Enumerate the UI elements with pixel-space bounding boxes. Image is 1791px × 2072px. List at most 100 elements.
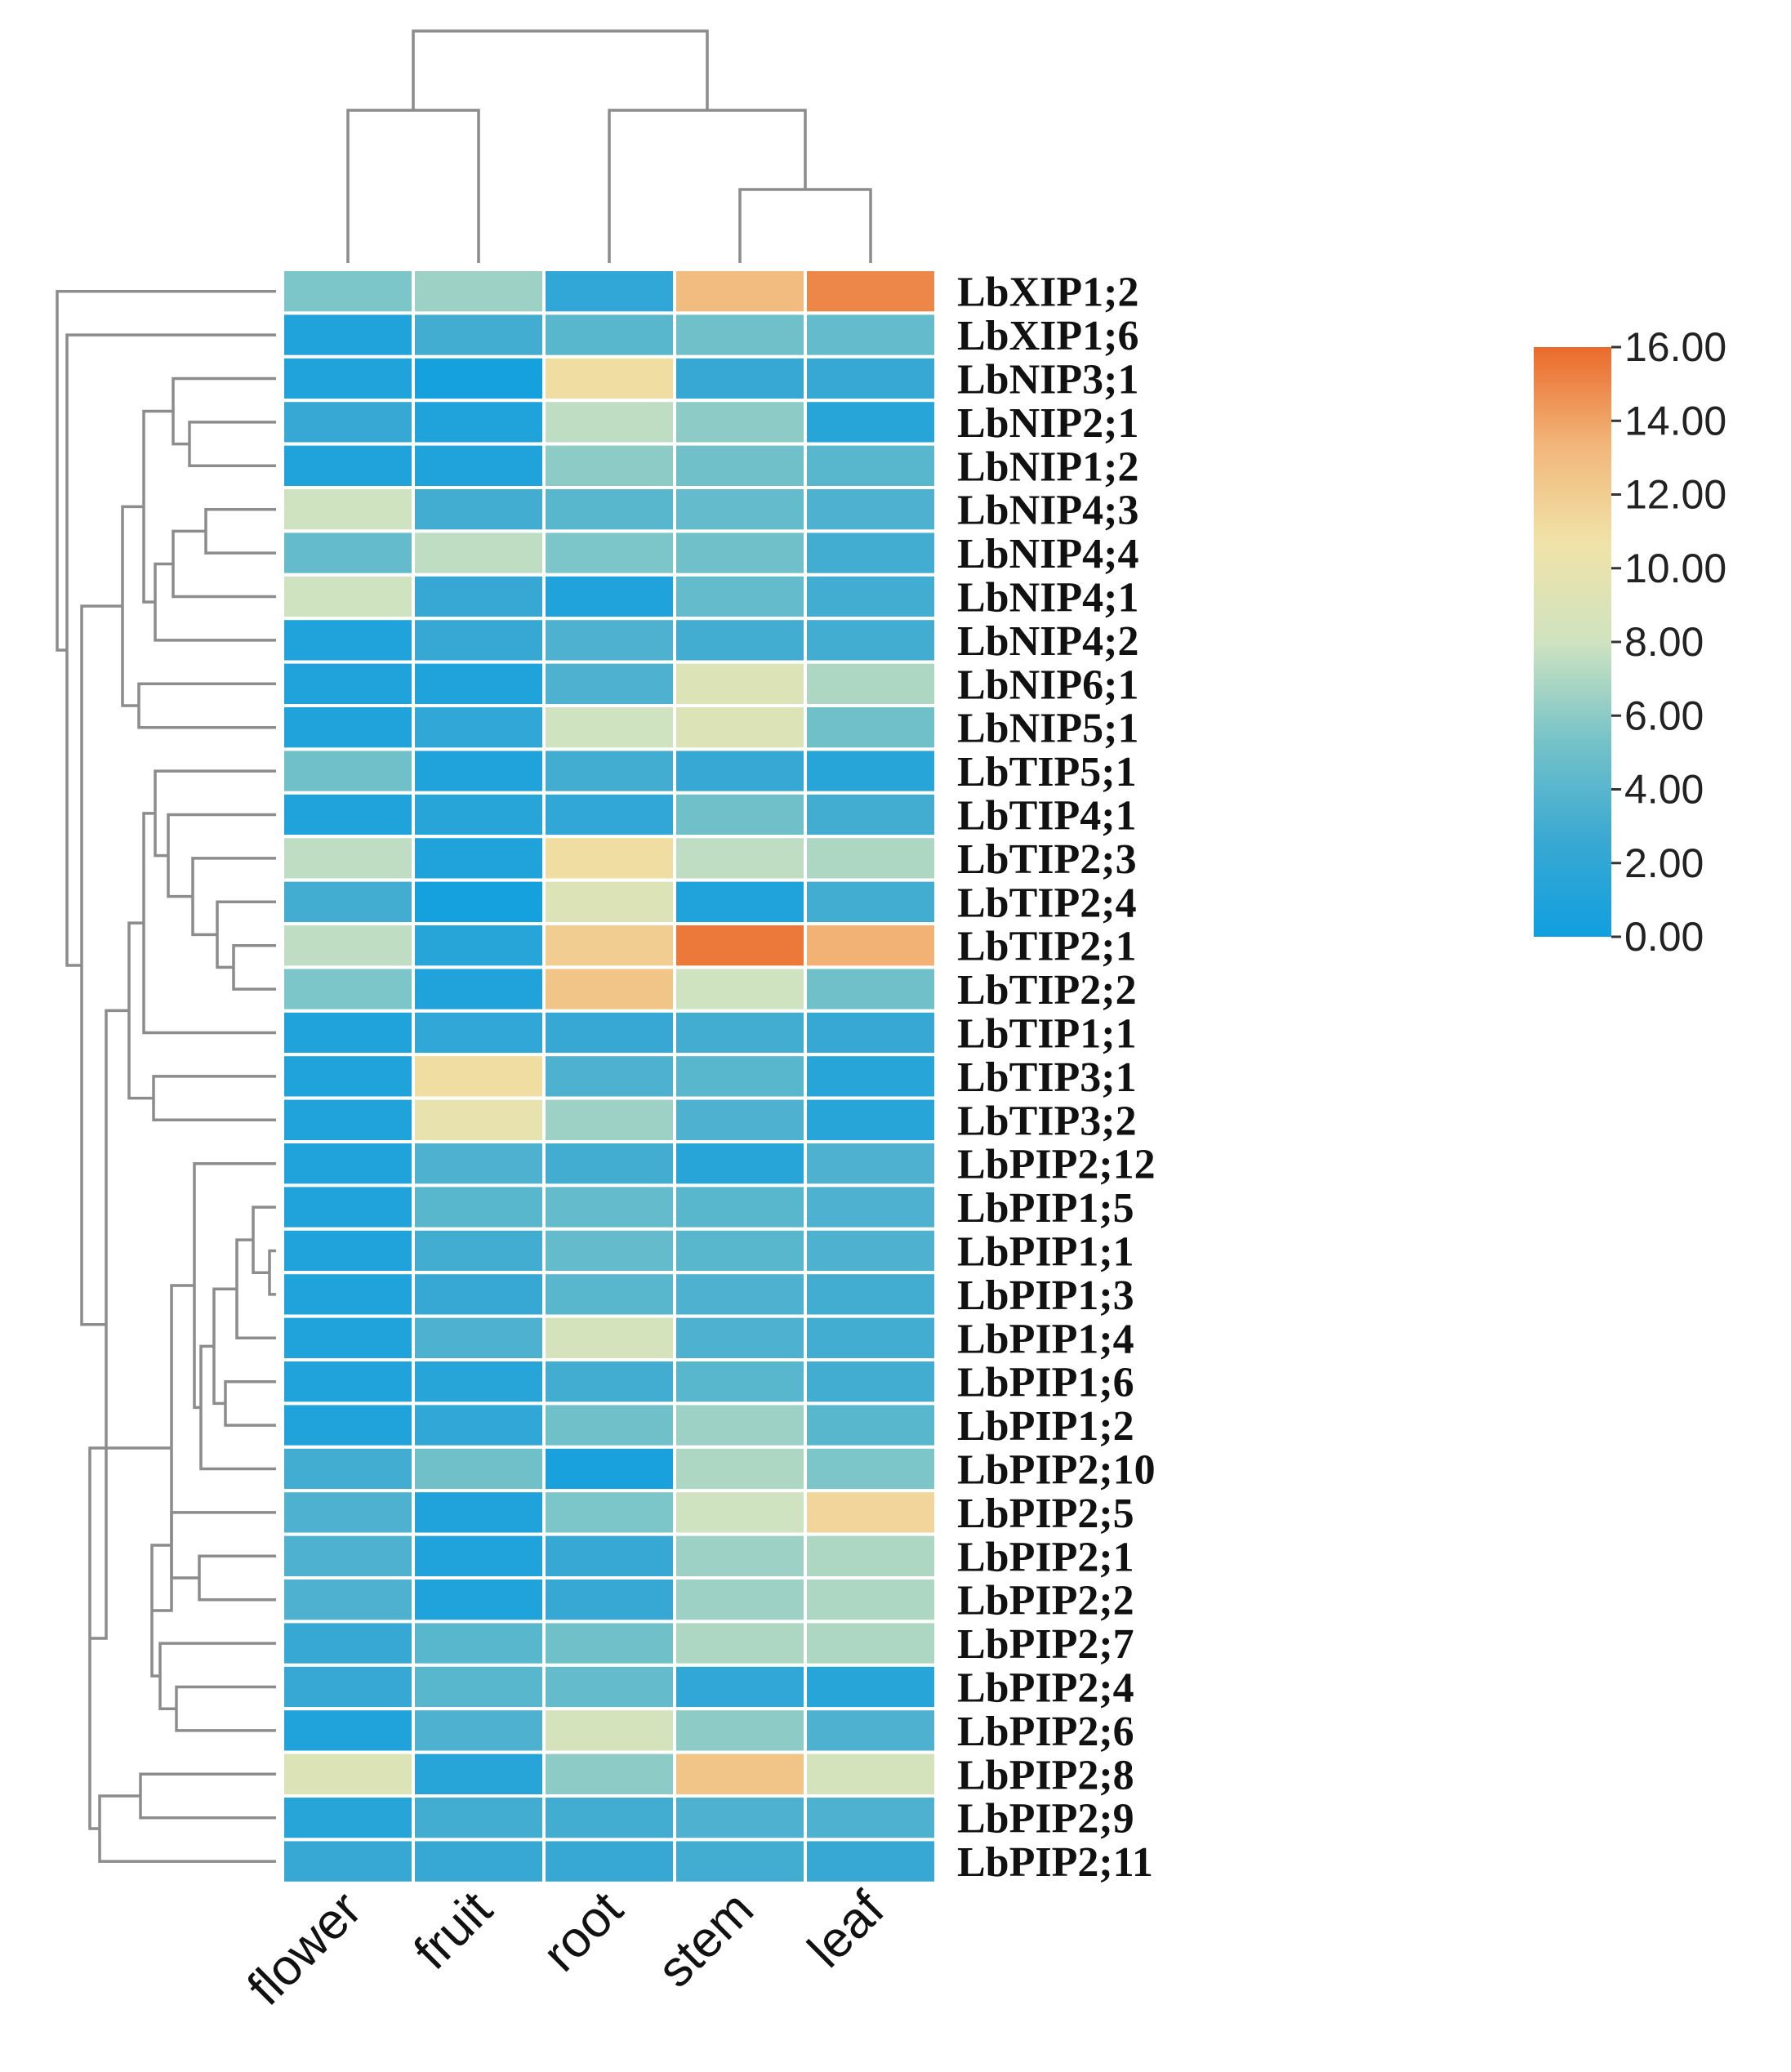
row-label: LbPIP2;2 bbox=[957, 1578, 1134, 1624]
heatmap-cell bbox=[412, 573, 546, 621]
color-scale-legend: 16.00 14.00 12.00 10.00 8.00 6.00 4.00 2.00 0.00 bbox=[1534, 324, 1726, 960]
row-label: LbPIP2;4 bbox=[957, 1665, 1134, 1712]
column-dendrogram-branch bbox=[738, 188, 872, 263]
heatmap-cell bbox=[281, 399, 415, 446]
heatmap-cell bbox=[673, 1750, 807, 1798]
row-label: LbPIP1;4 bbox=[957, 1316, 1134, 1362]
color-scale-label: 10.00 bbox=[1624, 546, 1726, 591]
row-label: LbPIP1;6 bbox=[957, 1360, 1134, 1406]
row-dendrogram-branch bbox=[216, 900, 276, 969]
heatmap-cell bbox=[804, 268, 938, 315]
row-dendrogram-branch bbox=[191, 857, 276, 937]
heatmap-cell bbox=[412, 791, 546, 839]
color-scale-bar bbox=[1534, 347, 1611, 937]
heatmap-cell bbox=[412, 1227, 546, 1275]
heatmap-cell bbox=[281, 835, 415, 882]
row-dendrogram-branch bbox=[175, 1685, 276, 1732]
row-label: LbPIP1;2 bbox=[957, 1403, 1134, 1450]
heatmap-cell bbox=[542, 1707, 676, 1754]
heatmap-cell bbox=[542, 442, 676, 489]
row-dendrogram-branch bbox=[224, 1379, 276, 1427]
heatmap-cell bbox=[281, 965, 415, 1013]
heatmap-cell bbox=[412, 835, 546, 882]
heatmap-cell bbox=[804, 1009, 938, 1057]
heatmap-cell bbox=[673, 747, 807, 795]
heatmap-cell bbox=[542, 1489, 676, 1536]
heatmap-cell bbox=[673, 1358, 807, 1406]
heatmap-cell bbox=[412, 268, 546, 315]
heatmap-cell bbox=[673, 617, 807, 664]
heatmap-cell bbox=[412, 486, 546, 533]
heatmap-cell bbox=[804, 1314, 938, 1361]
column-dendrogram bbox=[346, 29, 872, 263]
heatmap-cell bbox=[542, 529, 676, 577]
heatmap-cell bbox=[542, 1009, 676, 1057]
color-scale-label: 2.00 bbox=[1624, 840, 1704, 886]
heatmap-cell bbox=[673, 311, 807, 359]
heatmap-cell bbox=[281, 617, 415, 664]
heatmap-cell bbox=[542, 1140, 676, 1188]
heatmap-cell bbox=[542, 1838, 676, 1885]
heatmap-cell bbox=[804, 965, 938, 1013]
row-label: LbNIP4;3 bbox=[957, 488, 1138, 534]
row-dendrogram-branch bbox=[268, 1249, 276, 1296]
heatmap-cell bbox=[804, 1096, 938, 1143]
heatmap-cell bbox=[804, 1532, 938, 1580]
heatmap-cell bbox=[542, 791, 676, 839]
heatmap-cell bbox=[412, 1707, 546, 1754]
row-label: LbNIP5;1 bbox=[957, 706, 1138, 752]
heatmap-cell bbox=[804, 1401, 938, 1449]
heatmap-cell bbox=[673, 1227, 807, 1275]
heatmap-cell bbox=[542, 1445, 676, 1493]
color-scale-label: 4.00 bbox=[1624, 767, 1704, 813]
heatmap-cell bbox=[804, 704, 938, 751]
row-label: LbTIP2;2 bbox=[957, 967, 1137, 1014]
row-label: LbNIP4;4 bbox=[957, 531, 1138, 577]
heatmap-cell bbox=[804, 529, 938, 577]
row-label: LbXIP1;2 bbox=[957, 270, 1138, 316]
heatmap-cell bbox=[281, 878, 415, 925]
heatmap-cell bbox=[281, 354, 415, 403]
row-dendrogram-branch bbox=[65, 333, 276, 967]
heatmap-cell bbox=[804, 1707, 938, 1754]
heatmap-cell bbox=[673, 1140, 807, 1188]
heatmap-cell bbox=[673, 1053, 807, 1100]
heatmap-cell bbox=[412, 965, 546, 1013]
row-dendrogram-branch bbox=[232, 943, 276, 991]
color-scale-label: 8.00 bbox=[1624, 619, 1704, 665]
heatmap-cell bbox=[412, 747, 546, 795]
row-label: LbNIP3;1 bbox=[957, 357, 1138, 403]
row-label: LbPIP2;12 bbox=[957, 1142, 1156, 1188]
heatmap-cell bbox=[281, 1227, 415, 1275]
heatmap-cell bbox=[542, 1794, 676, 1842]
heatmap-cell bbox=[542, 704, 676, 751]
heatmap-cell bbox=[542, 311, 676, 359]
row-label: LbTIP3;1 bbox=[957, 1054, 1137, 1101]
row-dendrogram-branch bbox=[142, 409, 173, 604]
heatmap-cell bbox=[804, 617, 938, 664]
heatmap-cell bbox=[804, 1140, 938, 1188]
heatmap-cell bbox=[542, 1096, 676, 1143]
heatmap-cell bbox=[542, 660, 676, 707]
row-dendrogram bbox=[56, 289, 276, 1863]
heatmap-cell bbox=[673, 965, 807, 1013]
heatmap-cell bbox=[673, 268, 807, 315]
heatmap-cell bbox=[412, 1489, 546, 1536]
heatmap-cell bbox=[281, 1183, 415, 1231]
heatmap-cell bbox=[412, 1445, 546, 1493]
heatmap-cell bbox=[673, 1620, 807, 1667]
row-dendrogram-branch bbox=[188, 421, 276, 468]
heatmap-cell bbox=[412, 1794, 546, 1842]
heatmap-cell bbox=[412, 878, 546, 925]
row-label: LbTIP3;2 bbox=[957, 1098, 1137, 1144]
heatmap-cell bbox=[542, 617, 676, 664]
heatmap-cell bbox=[673, 1489, 807, 1536]
heatmap-cell bbox=[673, 1707, 807, 1754]
heatmap-cell bbox=[412, 311, 546, 359]
row-dendrogram-branch bbox=[98, 1794, 276, 1863]
row-dendrogram-branch bbox=[142, 812, 276, 1035]
heatmap-cell bbox=[412, 1096, 546, 1143]
heatmap-cell bbox=[281, 747, 415, 795]
